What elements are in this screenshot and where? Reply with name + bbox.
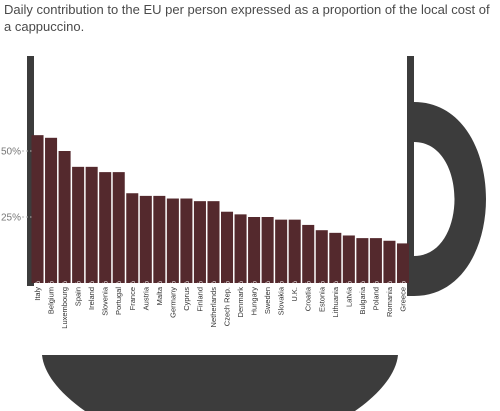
bars: [31, 135, 409, 283]
data-label: 19%: [331, 281, 340, 296]
x-tick-label: Latvia: [344, 286, 353, 307]
data-label: 44%: [74, 281, 83, 296]
x-tick-label: Hungary: [250, 287, 259, 316]
bar: [261, 217, 274, 283]
x-tick-label: U.K.: [290, 287, 299, 302]
data-label: 24%: [290, 281, 299, 296]
data-label: 20%: [317, 281, 326, 296]
bar: [356, 238, 369, 283]
bar: [315, 230, 328, 283]
data-label: 25%: [263, 281, 272, 296]
x-tick-label: France: [128, 287, 137, 310]
bar: [31, 135, 44, 283]
x-tick-label: Germany: [168, 287, 177, 318]
cup-base: [42, 355, 398, 411]
data-labels: 56% 55% 50% 44% 44% 42% 42% 34% 33% 33% 32% 32% 31% 3…: [33, 281, 407, 296]
bar: [85, 166, 98, 283]
bar: [45, 137, 58, 283]
bar: [126, 193, 139, 283]
bar: [72, 166, 85, 283]
data-label: 31%: [195, 281, 204, 296]
x-axis: Italy Belgium Luxembourg Spain Ireland Sloven…: [33, 286, 407, 329]
data-label: 32%: [182, 281, 191, 296]
x-tick-label: Malta: [155, 286, 164, 305]
bar: [99, 172, 112, 283]
data-label: 44%: [87, 281, 96, 296]
cup-handle: [414, 102, 486, 296]
data-label: 32%: [168, 281, 177, 296]
data-label: 42%: [114, 281, 123, 296]
bar: [207, 201, 220, 283]
bar: [112, 172, 125, 283]
bar: [193, 201, 206, 283]
bar: [248, 217, 261, 283]
x-tick-label: Finland: [195, 287, 204, 312]
x-tick-label: Denmark: [236, 287, 245, 318]
y-axis: 25% 50%: [1, 147, 21, 224]
bar: [342, 235, 355, 283]
bar: [221, 211, 234, 283]
x-tick-label: Luxembourg: [60, 287, 69, 329]
x-tick-label: Portugal: [114, 287, 123, 315]
data-label: 15%: [398, 281, 407, 296]
data-label: 33%: [155, 281, 164, 296]
bar: [396, 243, 409, 283]
x-tick-label: Greece: [398, 287, 407, 312]
bar: [329, 232, 342, 283]
data-label: 55%: [47, 281, 56, 296]
x-tick-label: Cyprus: [182, 287, 191, 311]
x-tick-label: Estonia: [317, 286, 326, 312]
data-label: 17%: [371, 281, 380, 296]
data-label: 33%: [141, 281, 150, 296]
data-label: 24%: [277, 281, 286, 296]
data-label: 18%: [344, 281, 353, 296]
x-tick-label: Austria: [141, 286, 150, 310]
data-label: 56%: [33, 281, 42, 296]
x-tick-label: Spain: [74, 287, 83, 306]
x-tick-label: Italy: [33, 287, 42, 301]
x-tick-label: Slovakia: [277, 286, 286, 315]
data-label: 16%: [385, 281, 394, 296]
x-tick-label: Poland: [371, 287, 380, 310]
bar: [58, 151, 71, 283]
bar: [288, 219, 301, 283]
data-label: 34%: [128, 281, 137, 296]
cup-left-wall: [27, 56, 34, 286]
data-label: 26%: [236, 281, 245, 296]
x-tick-label: Slovenia: [101, 286, 110, 316]
data-label: 25%: [250, 281, 259, 296]
bar: [139, 195, 152, 283]
x-tick-label: Ireland: [87, 287, 96, 310]
x-tick-label: Belgium: [47, 287, 56, 314]
chart-title: Daily contribution to the EU per person …: [4, 2, 490, 34]
data-label: 42%: [101, 281, 110, 296]
bar: [383, 240, 396, 283]
bar: [166, 198, 179, 283]
y-tick-label: 25%: [1, 213, 21, 224]
bar: [275, 219, 288, 283]
bar: [180, 198, 193, 283]
x-tick-label: Romania: [385, 286, 394, 317]
x-tick-label: Bulgaria: [358, 286, 367, 314]
data-label: 31%: [209, 281, 218, 296]
data-label: 27%: [223, 281, 232, 296]
x-tick-label: Lithuania: [331, 286, 340, 317]
bar: [369, 238, 382, 283]
cup-illustration: [27, 56, 486, 411]
x-tick-label: Netherlands: [209, 287, 218, 328]
x-tick-label: Czech Rep.: [223, 287, 232, 326]
y-tick-label: 50%: [1, 147, 21, 158]
x-tick-label: Croatia: [304, 286, 313, 311]
gridlines: [22, 150, 33, 218]
bar: [153, 195, 166, 283]
x-tick-label: Sweden: [263, 287, 272, 314]
cup-right-wall: [407, 56, 414, 296]
bar: [234, 214, 247, 283]
bar: [302, 224, 315, 283]
data-label: 17%: [358, 281, 367, 296]
data-label: 50%: [60, 281, 69, 296]
data-label: 22%: [304, 281, 313, 296]
